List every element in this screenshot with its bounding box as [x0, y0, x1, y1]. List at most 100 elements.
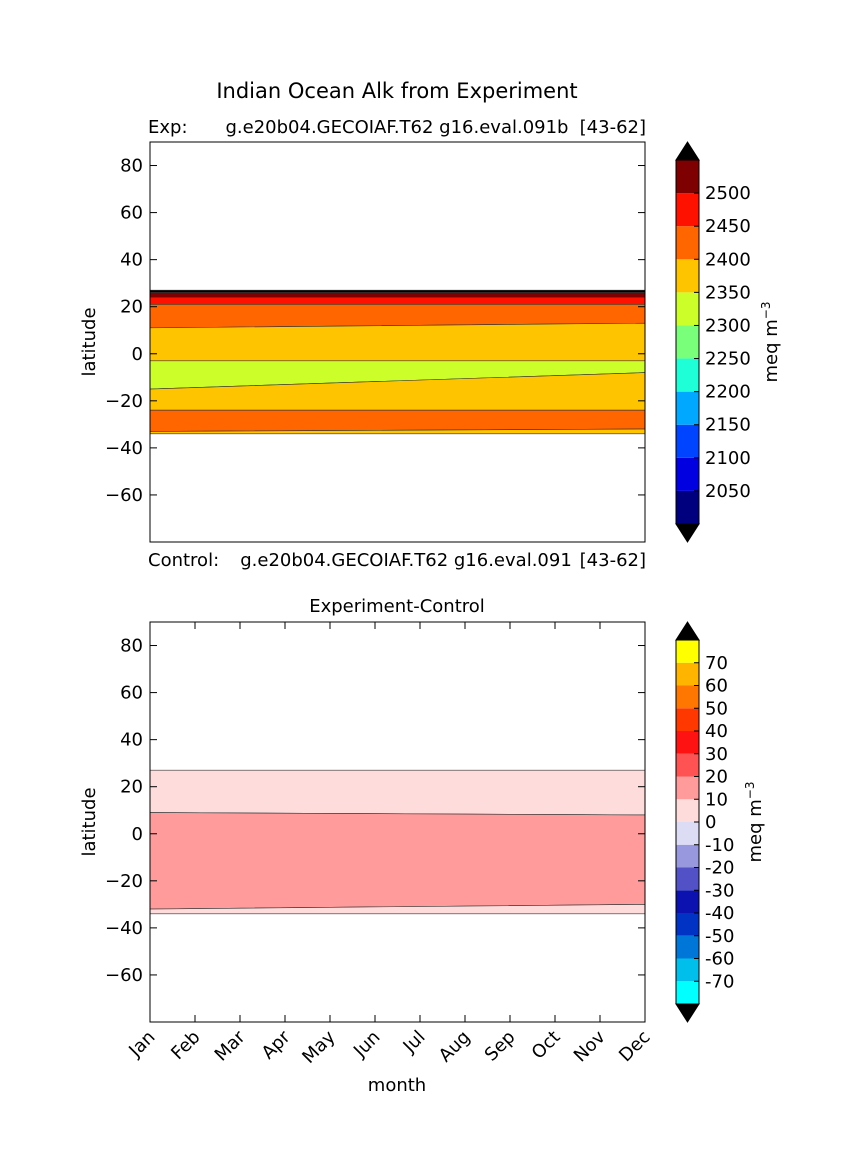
- bottom-colorbar-segment: [676, 958, 699, 982]
- top-colorbar-segment: [676, 358, 699, 392]
- bottom-colorbar-segment: [676, 890, 699, 913]
- top-colorbar: 2050 2100 2150 2200 2250 2300 2350 2400 2450 2500: [675, 141, 751, 543]
- top-colorbar-segment: [676, 193, 699, 227]
- top-colorbar-tick-label: 2150: [705, 415, 751, 436]
- top-colorbar-segment: [676, 457, 699, 491]
- bottom-ytick-label: 0: [132, 824, 143, 845]
- top-colorbar-segment: [676, 424, 699, 458]
- bottom-colorbar-segment: [676, 799, 699, 822]
- bottom-xtick-label: Sep: [481, 1027, 520, 1066]
- bottom-contour-band-0: [150, 769, 645, 816]
- bottom-colorbar-tick-label: -50: [705, 926, 734, 947]
- top-colorbar-segment: [676, 292, 699, 326]
- top-contour-band-2: [150, 296, 645, 305]
- top-colorbar-label: meq m−3: [759, 302, 782, 383]
- bottom-colorbar-tick-label: -10: [705, 835, 734, 856]
- top-ytick-label: 80: [120, 156, 143, 177]
- top-ytick-label: 0: [132, 344, 143, 365]
- bottom-panel: Control: g.e20b04.GECOIAF.T62 g16.eval.0…: [79, 550, 766, 1096]
- top-colorbar-tick-label: 2500: [705, 183, 751, 204]
- bottom-xtick-label: Jan: [124, 1027, 159, 1062]
- bottom-xtick-label: Oct: [528, 1027, 565, 1064]
- bottom-colorbar-tick-label: 60: [705, 676, 728, 697]
- top-colorbar-tick-label: 2400: [705, 249, 751, 270]
- bottom-colorbar-tick-label: 10: [705, 789, 728, 810]
- bottom-contour-band-1: [150, 812, 645, 910]
- top-colorbar-tick-label: 2100: [705, 448, 751, 469]
- bottom-xlabel: month: [368, 1075, 426, 1096]
- bottom-xtick-label: Jun: [349, 1027, 384, 1062]
- bottom-title-right: [43-62]: [580, 550, 646, 571]
- top-contour-band-0: [150, 289, 645, 293]
- bottom-y-axis: 80 60 40 20 0 −20 −40 −60: [105, 636, 645, 986]
- bottom-colorbar-segment: [676, 753, 699, 777]
- bottom-ytick-label: 80: [120, 636, 143, 657]
- top-ytick-label: 20: [120, 297, 143, 318]
- bottom-colorbar-tick-label: 20: [705, 767, 728, 788]
- bottom-ytick-label: −60: [105, 965, 143, 986]
- top-contour-band-4: [150, 322, 645, 362]
- top-contour-band-1: [150, 292, 645, 298]
- figure-title: Indian Ocean Alk from Experiment: [216, 79, 577, 103]
- bottom-ytick-label: −40: [105, 918, 143, 939]
- top-ytick-label: −60: [105, 485, 143, 506]
- top-title-left: Exp:: [148, 117, 188, 138]
- top-plot-area: [150, 289, 645, 435]
- top-colorbar-segment: [676, 259, 699, 293]
- bottom-colorbar-tick-label: -30: [705, 880, 734, 901]
- bottom-colorbar-tick-label: 70: [705, 653, 728, 674]
- bottom-colorbar-tick-label: -40: [705, 903, 734, 924]
- top-ylabel: latitude: [79, 307, 100, 376]
- bottom-colorbar-segment: [676, 662, 699, 686]
- top-colorbar-tick-label: 2250: [705, 349, 751, 370]
- bottom-colorbar-segment: [676, 731, 699, 754]
- bottom-ylabel: latitude: [79, 787, 100, 856]
- bottom-colorbar-segment: [676, 913, 699, 936]
- bottom-colorbar-tick-label: 40: [705, 721, 728, 742]
- top-colorbar-frame: [675, 159, 700, 525]
- top-contour-band-6: [150, 372, 645, 411]
- bottom-colorbar-segment: [676, 685, 699, 709]
- bottom-contour-band-2: [150, 904, 645, 915]
- bottom-ytick-label: 20: [120, 777, 143, 798]
- bottom-colorbar-segment: [676, 776, 699, 800]
- top-colorbar-tick-label: 2450: [705, 216, 751, 237]
- top-title-center: g.e20b04.GECOIAF.T62 g16.eval.091b: [226, 117, 569, 138]
- bottom-colorbar-label: meq m−3: [743, 782, 766, 863]
- top-colorbar-segment: [676, 490, 699, 524]
- bottom-xtick-label: Aug: [435, 1027, 475, 1067]
- bottom-colorbar-over-arrow: [675, 621, 700, 641]
- bottom-title-center: g.e20b04.GECOIAF.T62 g16.eval.091: [240, 550, 572, 571]
- top-colorbar-tick-label: 2350: [705, 282, 751, 303]
- top-contour-band-7: [150, 409, 645, 432]
- top-colorbar-segment: [676, 325, 699, 359]
- bottom-xtick-label: Feb: [167, 1027, 204, 1064]
- top-colorbar-segment: [676, 160, 699, 194]
- bottom-colorbar-segment: [676, 822, 699, 845]
- bottom-colorbar-tick-label: -70: [705, 971, 734, 992]
- top-ytick-label: −40: [105, 438, 143, 459]
- bottom-colorbar-segment: [676, 867, 699, 891]
- top-colorbar-tick-label: 2200: [705, 382, 751, 403]
- bottom-xtick-label: Mar: [211, 1026, 250, 1065]
- bottom-colorbar-tick-label: 30: [705, 744, 728, 765]
- top-colorbar-over-arrow: [675, 141, 700, 161]
- bottom-colorbar-segment: [676, 640, 699, 663]
- bottom-xtick-label: Nov: [570, 1026, 610, 1066]
- bottom-xtick-label: Jul: [399, 1027, 430, 1058]
- bottom-xtick-label: Apr: [258, 1026, 295, 1063]
- bottom-ytick-label: 40: [120, 730, 143, 751]
- top-title-right: [43-62]: [580, 117, 646, 138]
- bottom-colorbar-tick-label: 50: [705, 698, 728, 719]
- top-colorbar-under-arrow: [675, 523, 700, 543]
- top-contour-band-8: [150, 428, 645, 435]
- bottom-subtitle: Experiment-Control: [309, 596, 485, 617]
- bottom-colorbar-tick-label: -60: [705, 949, 734, 970]
- top-axes-frame: [149, 141, 646, 543]
- top-contour-band-5: [150, 360, 645, 390]
- top-ytick-label: −20: [105, 391, 143, 412]
- bottom-ytick-label: 60: [120, 683, 143, 704]
- top-colorbar-segment: [676, 391, 699, 425]
